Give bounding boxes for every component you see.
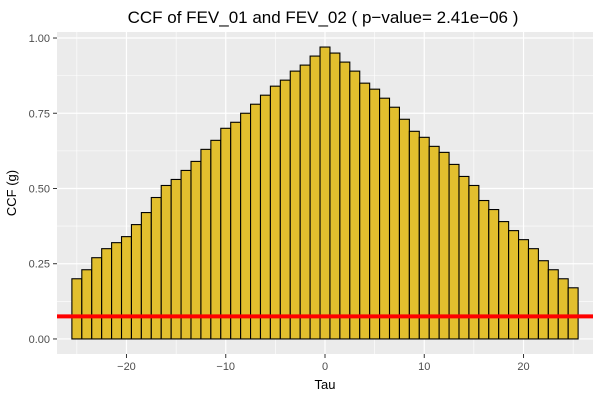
y-tick-label: 0.25 — [29, 259, 50, 271]
y-tick-label: 0.50 — [29, 183, 50, 195]
bar — [269, 85, 281, 340]
bar — [408, 130, 420, 340]
bar — [547, 269, 559, 340]
bar — [359, 82, 371, 340]
bar — [91, 257, 103, 340]
x-tick-label: −10 — [216, 361, 235, 373]
x-tick-label: 10 — [418, 361, 430, 373]
x-tick-label: 0 — [322, 361, 328, 373]
bar — [319, 46, 331, 340]
bar — [250, 103, 262, 340]
bar — [557, 278, 569, 340]
bar — [180, 169, 192, 340]
bar — [299, 64, 311, 340]
bar — [111, 242, 123, 340]
bar — [418, 136, 430, 340]
bar — [210, 139, 222, 340]
bar — [130, 224, 142, 340]
bar — [190, 160, 202, 340]
bar — [81, 269, 93, 340]
bar — [518, 239, 530, 340]
bar — [200, 148, 212, 340]
x-axis-label: Tau — [315, 377, 336, 392]
bar — [329, 52, 341, 340]
bar — [101, 248, 113, 340]
y-tick-label: 1.00 — [29, 33, 50, 45]
bar — [498, 221, 510, 340]
y-tick-label: 0.75 — [29, 108, 50, 120]
bar — [309, 55, 321, 340]
x-tick-label: 20 — [517, 361, 529, 373]
bar — [527, 248, 539, 340]
y-tick-label: 0.00 — [29, 334, 50, 346]
bars — [71, 46, 579, 340]
bar — [230, 121, 242, 340]
bar — [140, 212, 152, 340]
bar — [398, 118, 410, 340]
bar — [438, 151, 450, 340]
bar — [428, 145, 440, 340]
bar — [379, 97, 391, 340]
bar — [448, 163, 460, 340]
bar — [369, 88, 381, 340]
bar — [259, 94, 271, 340]
bar — [289, 70, 301, 340]
bar — [71, 278, 83, 340]
bar — [388, 106, 400, 340]
bar — [508, 230, 520, 340]
bar — [488, 209, 500, 340]
axes: 0.00 0.25 0.50 0.75 1.00 −20 −10 0 10 20 — [29, 33, 530, 373]
bar — [120, 236, 132, 340]
bar — [537, 260, 549, 340]
bar — [567, 287, 579, 340]
bar — [240, 112, 252, 340]
bar — [220, 127, 232, 340]
bar — [279, 79, 291, 340]
y-axis-label: CCF (g) — [4, 170, 19, 216]
bar — [349, 70, 361, 340]
chart-title: CCF of FEV_01 and FEV_02 ( p−value= 2.41… — [128, 8, 519, 27]
bar — [339, 61, 351, 340]
x-tick-label: −20 — [117, 361, 136, 373]
